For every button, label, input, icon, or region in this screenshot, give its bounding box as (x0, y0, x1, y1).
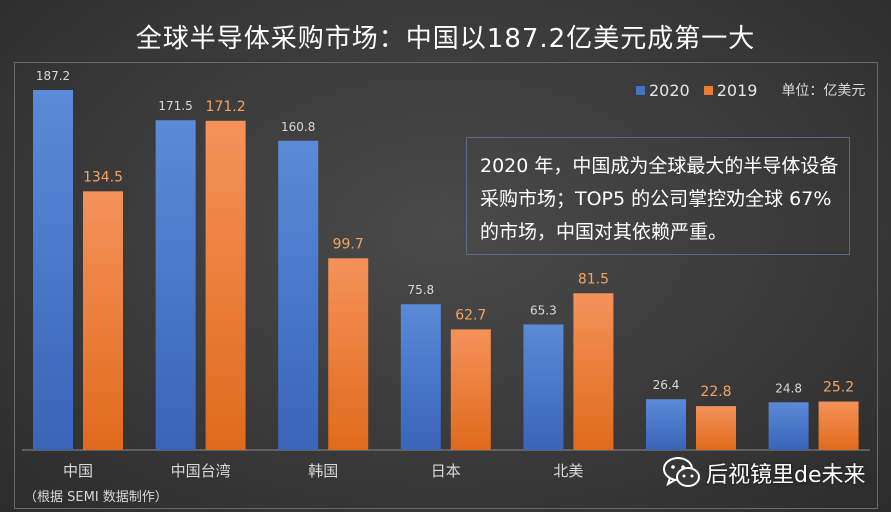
data-label-2020-6: 24.8 (775, 381, 802, 395)
data-label-2020-5: 26.4 (653, 378, 680, 392)
legend-swatch-2020 (636, 85, 645, 95)
bar-2019-0 (83, 191, 123, 450)
data-label-2020-1: 171.5 (158, 99, 192, 113)
bar-2019-4 (573, 293, 614, 450)
data-label-2019-4: 81.5 (578, 271, 609, 287)
bar-2019-2 (328, 258, 369, 450)
category-label-1: 中国台湾 (171, 462, 231, 480)
bar-2020-2 (278, 140, 319, 450)
bar-2020-4 (523, 324, 564, 450)
bar-2019-6 (818, 401, 859, 450)
bar-2020-3 (400, 304, 441, 450)
data-label-2020-2: 160.8 (281, 120, 315, 134)
data-label-2020-4: 65.3 (530, 303, 557, 317)
data-label-2019-3: 62.7 (455, 307, 486, 323)
bar-2020-1 (155, 120, 196, 450)
data-label-2019-0: 134.5 (83, 169, 123, 185)
bar-2019-3 (450, 329, 491, 450)
chart-title: 全球半导体采购市场：中国以187.2亿美元成第一大 (135, 24, 756, 54)
legend-label-2019: 2019 (716, 80, 758, 100)
bar-2020-5 (646, 399, 686, 450)
bar-2019-5 (696, 406, 736, 450)
legend: 2020 2019 单位：亿美元 (636, 80, 865, 100)
data-label-2019-2: 99.7 (333, 236, 364, 252)
data-label-2020-3: 75.8 (407, 283, 434, 297)
bar-2020-0 (33, 90, 73, 450)
watermark: 后视镜里de未来 (662, 455, 866, 491)
category-label-2: 韩国 (308, 462, 338, 480)
data-label-2019-6: 25.2 (823, 380, 854, 396)
legend-swatch-2019 (703, 85, 713, 95)
chart-frame (14, 62, 878, 509)
legend-item-2019: 2019 (703, 80, 758, 100)
source-note: （根据 SEMI 数据制作） (24, 490, 168, 505)
annotation-box: 2020 年，中国成为全球最大的半导体设备采购市场；TOP5 的公司掌控劝全球 … (466, 137, 850, 255)
category-label-0: 中国 (63, 462, 93, 480)
legend-label-2020: 2020 (649, 80, 690, 100)
data-label-2019-5: 22.8 (700, 384, 731, 400)
unit-label: 单位：亿美元 (781, 83, 866, 99)
wechat-icon (663, 457, 700, 487)
data-label-2020-0: 187.2 (36, 69, 70, 83)
watermark-text: 后视镜里de未来 (706, 463, 866, 488)
legend-item-2020: 2020 (636, 81, 690, 100)
category-label-4: 北美 (553, 462, 583, 480)
bar-2019-1 (205, 120, 246, 451)
data-label-2019-1: 171.2 (206, 99, 246, 115)
category-label-3: 日本 (431, 462, 461, 480)
bar-2020-6 (768, 402, 809, 450)
